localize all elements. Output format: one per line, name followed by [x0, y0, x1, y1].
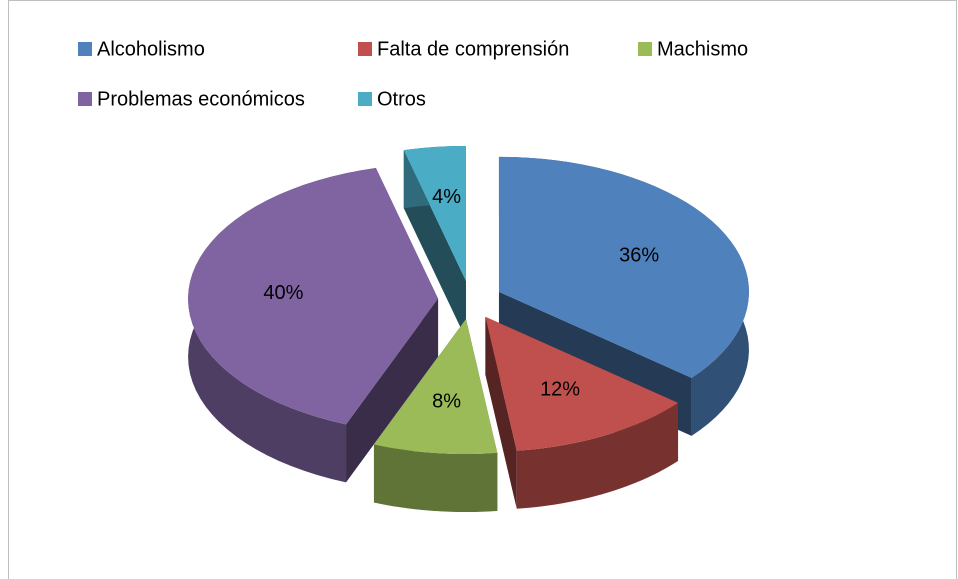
legend-swatch: [358, 92, 372, 106]
legend-swatch: [78, 92, 92, 106]
legend-swatch: [78, 42, 92, 56]
slice-side-wall: [485, 316, 517, 509]
legend-label: Problemas económicos: [97, 88, 305, 110]
slice-top: [403, 145, 466, 281]
data-label: 12%: [540, 378, 580, 400]
slice-top: [373, 319, 498, 455]
slice: [403, 145, 466, 339]
slice: [485, 316, 679, 509]
data-label: 36%: [619, 244, 659, 266]
legend-label: Falta de comprensión: [377, 38, 569, 60]
legend-label: Alcoholismo: [97, 38, 205, 60]
legend-label: Machismo: [657, 38, 748, 60]
slice-outer-wall: [516, 402, 679, 509]
data-label: 8%: [432, 390, 461, 412]
slice-top: [498, 156, 749, 378]
data-label: 4%: [432, 186, 461, 208]
data-label: 40%: [263, 282, 303, 304]
slice-top: [188, 168, 439, 425]
slice-outer-wall: [373, 444, 498, 513]
slice: [373, 319, 498, 513]
slice-top: [485, 316, 679, 451]
legend-swatch: [638, 42, 652, 56]
slice: [188, 168, 439, 483]
legend-label: Otros: [377, 88, 426, 110]
legend-swatch: [358, 42, 372, 56]
slice-side-wall: [346, 298, 439, 483]
